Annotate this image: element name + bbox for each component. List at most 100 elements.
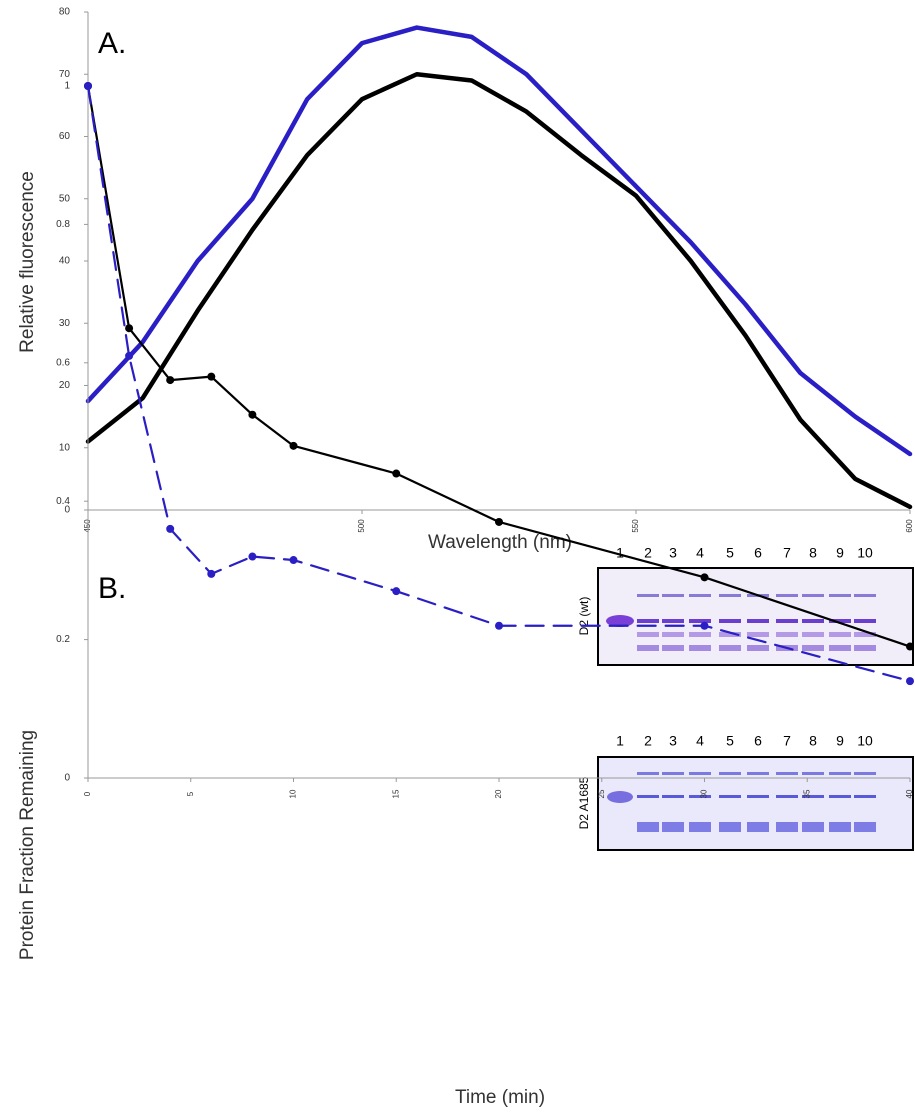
gel-band: [776, 594, 798, 597]
gel-band: [776, 619, 798, 623]
gel-band: [802, 594, 824, 597]
gel-band: [854, 594, 876, 597]
gel-band: [606, 615, 634, 627]
data-point: [166, 524, 175, 533]
y-tick-label: 0.8: [56, 219, 70, 230]
lane-number: 5: [726, 733, 734, 749]
gel-band: [854, 645, 876, 651]
gel-band: [747, 645, 769, 651]
y-axis-label: Relative fluorescence: [17, 171, 38, 353]
gel-band: [689, 632, 711, 637]
gel-band: [747, 822, 769, 832]
x-tick-label: 30: [700, 789, 709, 798]
gel-band: [829, 645, 851, 651]
x-axis-label: Wavelength (nm): [428, 532, 572, 553]
gel-band: [662, 822, 684, 832]
data-point: [125, 324, 134, 333]
gel-band: [662, 594, 684, 597]
y-tick-label: 0.6: [56, 357, 70, 368]
gel-band: [829, 795, 851, 798]
y-tick-label: 10: [59, 442, 71, 453]
gel-band: [776, 822, 798, 832]
gel-band: [719, 632, 741, 637]
gel-band: [802, 822, 824, 832]
lane-number: 9: [836, 545, 844, 561]
gel-band: [776, 795, 798, 798]
y-tick-label: 60: [59, 131, 71, 142]
lane-number: 7: [783, 545, 791, 561]
gel-band: [719, 619, 741, 623]
gel-band: [637, 772, 659, 775]
gel-band: [854, 772, 876, 775]
gel-label: D2 (wt): [577, 597, 591, 636]
gel-band: [829, 772, 851, 775]
gel-band: [747, 632, 769, 637]
lane-number: 1: [616, 733, 624, 749]
gel-band: [747, 795, 769, 798]
y-tick-label: 50: [59, 193, 71, 204]
gel-band: [829, 632, 851, 637]
x-tick-label: 550: [631, 519, 640, 533]
lane-number: 5: [726, 545, 734, 561]
lane-number: 8: [809, 733, 817, 749]
lane-number: 1: [616, 545, 624, 561]
gel-band: [662, 645, 684, 651]
data-point: [248, 552, 257, 561]
gel-band: [719, 645, 741, 651]
gel-band: [776, 772, 798, 775]
gel-band: [662, 795, 684, 798]
gel-band: [719, 594, 741, 597]
x-tick-label: 0: [83, 791, 92, 796]
gel-band: [637, 645, 659, 651]
y-tick-label: 1: [64, 81, 70, 92]
data-point: [84, 82, 92, 90]
y-axis-label: Protein Fraction Remaining: [17, 730, 38, 960]
gel-band: [662, 632, 684, 637]
data-point: [125, 351, 134, 360]
data-point: [392, 587, 401, 596]
x-tick-label: 600: [905, 519, 914, 533]
x-tick-label: 35: [802, 789, 811, 798]
gel-band: [802, 619, 824, 623]
gel-band: [747, 619, 769, 623]
data-point: [207, 372, 216, 381]
gel-band: [689, 772, 711, 775]
gel-band: [689, 645, 711, 651]
series-line: [86, 84, 912, 648]
gel-band: [689, 594, 711, 597]
gel-band: [637, 632, 659, 637]
x-tick-label: 15: [391, 789, 400, 798]
y-tick-label: 0: [64, 773, 70, 784]
data-point: [392, 469, 401, 478]
y-tick-label: 0.2: [56, 634, 70, 645]
y-tick-label: 40: [59, 256, 71, 267]
gel-band: [637, 619, 659, 623]
y-tick-label: 80: [59, 7, 71, 18]
gel-band: [689, 822, 711, 832]
y-tick-label: 70: [59, 69, 71, 80]
gel-band: [719, 795, 741, 798]
gel-band: [662, 619, 684, 623]
gel-band: [854, 632, 876, 637]
lane-number: 8: [809, 545, 817, 561]
gel-band: [637, 822, 659, 832]
gel-band: [802, 632, 824, 637]
gel-band: [689, 619, 711, 623]
lane-number: 6: [754, 545, 762, 561]
gel-band: [829, 619, 851, 623]
lane-number: 2: [644, 733, 652, 749]
data-point: [289, 441, 298, 450]
gel-band: [637, 795, 659, 798]
y-tick-label: 30: [59, 318, 71, 329]
lane-number: 6: [754, 733, 762, 749]
series-line: [85, 72, 913, 510]
lane-number: 3: [669, 733, 677, 749]
gel-band: [747, 772, 769, 775]
y-tick-label: 0.4: [56, 496, 70, 507]
gel-band: [854, 619, 876, 623]
data-point: [207, 569, 216, 578]
data-point: [906, 642, 914, 651]
gel-band: [607, 791, 633, 803]
gel-band: [802, 645, 824, 651]
